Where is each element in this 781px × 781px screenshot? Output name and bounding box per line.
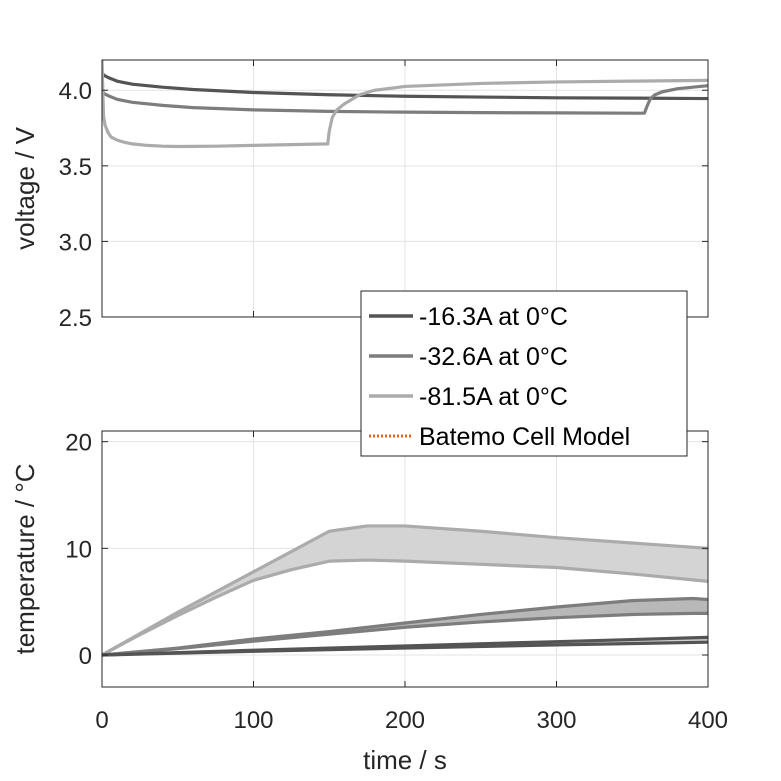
legend-box [360, 290, 688, 457]
voltage-panel: 2.5 3.0 3.5 4.0 voltage / V [10, 59, 709, 332]
series-band-3 [102, 525, 708, 655]
series-line-2 [102, 84, 708, 115]
x-tick-label: 0 [95, 707, 108, 734]
x-tick-label: 200 [385, 707, 425, 734]
legend-label-4: Batemo Cell Model [419, 423, 630, 451]
y-tick-label: 2.5 [59, 305, 92, 332]
y-tick-label: 3.5 [59, 154, 92, 181]
y-axis-label: temperature / °C [10, 463, 40, 654]
x-axis-label: time / s [363, 745, 447, 775]
series-upper-line-3 [102, 524, 708, 657]
y-tick-label: 20 [65, 430, 92, 457]
series-lower-line-2 [102, 611, 708, 657]
x-tick-label: 100 [233, 707, 273, 734]
y-tick-label: 0 [79, 643, 92, 670]
plot-area [102, 60, 708, 149]
y-tick-label: 3.0 [59, 229, 92, 256]
x-tick-label: 300 [536, 707, 576, 734]
legend: -16.3A at 0°C -32.6A at 0°C -81.5A at 0°C B… [360, 290, 688, 457]
series-lower-line-3 [102, 558, 708, 657]
y-tick-label: 10 [65, 536, 92, 563]
x-tick-label: 400 [688, 707, 728, 734]
legend-label-3: -81.5A at 0°C [419, 383, 568, 411]
series-lower-line-1 [102, 640, 708, 657]
plot-area [102, 524, 708, 657]
series-line-1 [102, 71, 708, 101]
y-axis-label: voltage / V [10, 126, 40, 250]
series-line-3 [102, 60, 708, 149]
y-tick-label: 4.0 [59, 78, 92, 105]
legend-label-2: -32.6A at 0°C [419, 343, 568, 371]
legend-label-1: -16.3A at 0°C [419, 303, 568, 331]
